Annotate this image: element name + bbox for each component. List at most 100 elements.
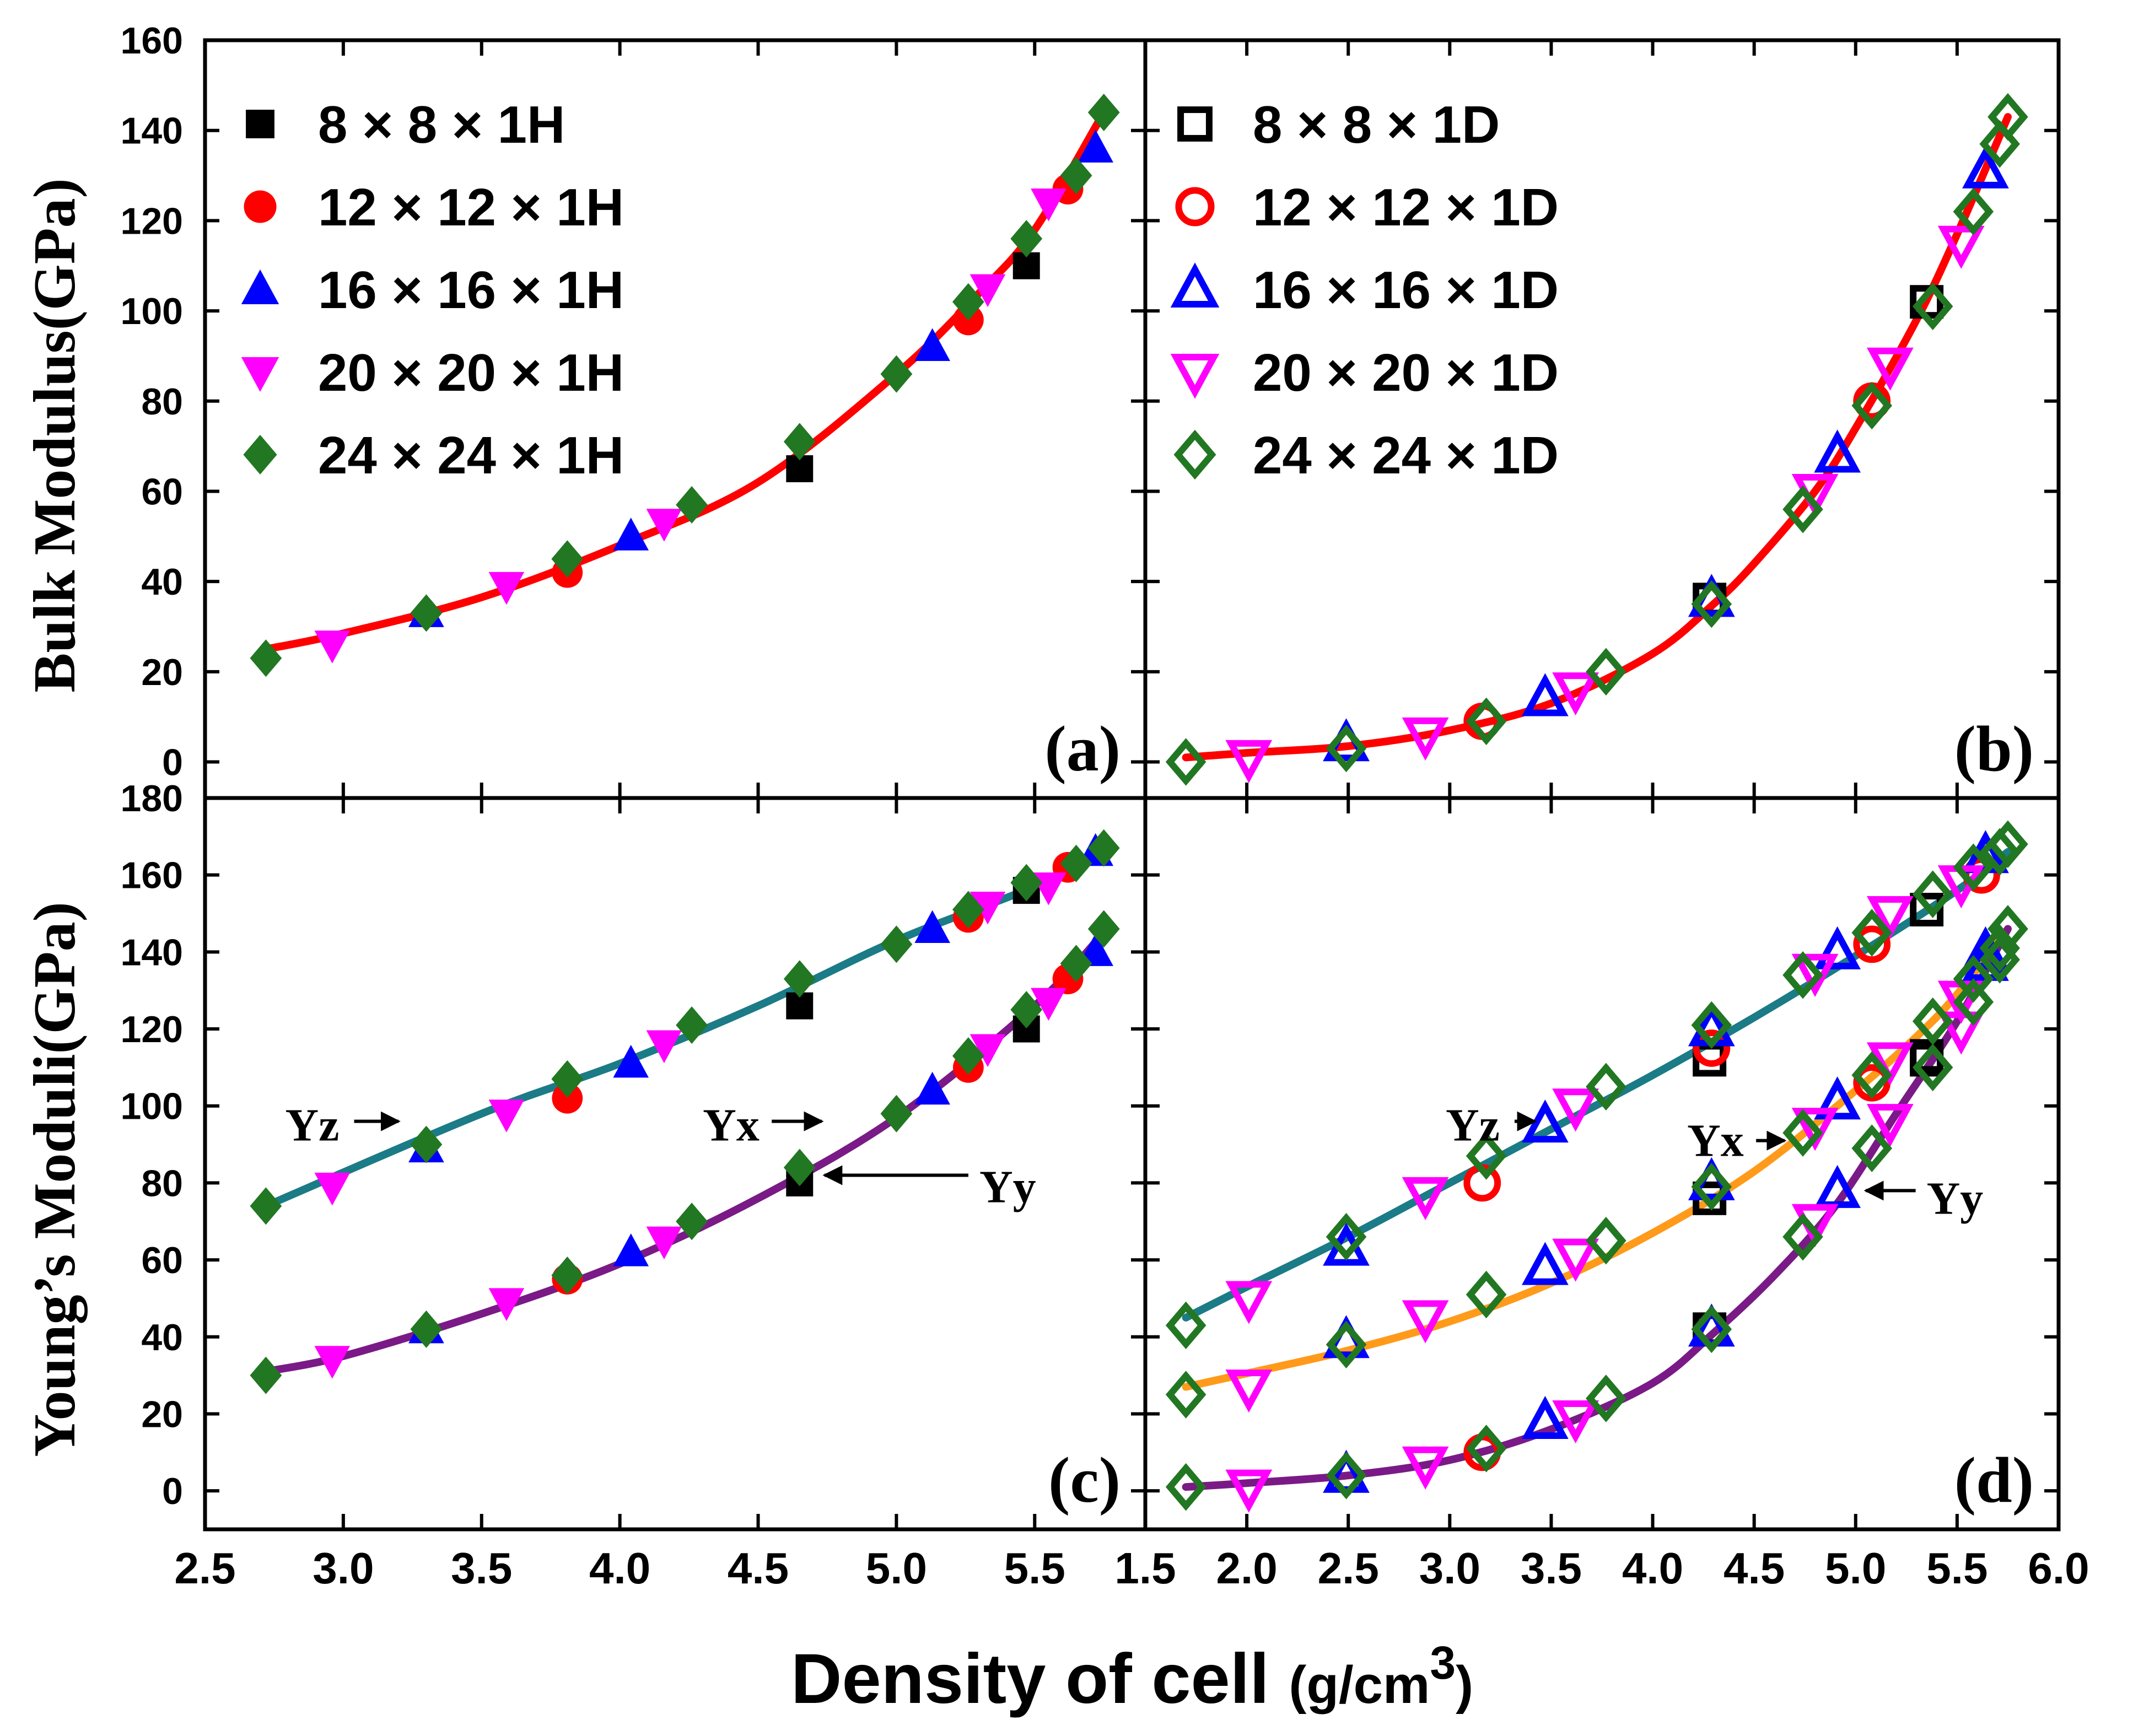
panel-d-point-diamond — [1586, 1216, 1626, 1265]
panel-d-point-diamond — [1326, 1212, 1367, 1261]
panel-c-xtick-label: 4.0 — [589, 1544, 650, 1593]
panel-d-point-diamond — [1691, 1163, 1732, 1211]
legend-label: 8 × 8 × 1D — [1253, 95, 1500, 154]
y-axis-title-top: Bulk Modulus(GPa) — [22, 178, 88, 692]
panel-b-point-triangle-down — [1866, 347, 1914, 391]
panel-a-ytick-label: 0 — [162, 742, 183, 784]
panel-a-point-triangle-down — [1031, 188, 1066, 222]
panel-d-xtick-label: 2.5 — [1318, 1544, 1379, 1593]
panel-d-point-diamond — [1165, 1301, 1206, 1350]
panel-c-point-diamond — [551, 1257, 584, 1295]
panel-d-point-triangle-down — [1866, 1042, 1914, 1086]
panel-c-point-diamond — [952, 1037, 984, 1075]
panel-d-point-triangle-down — [1402, 1177, 1449, 1220]
panel-d-annotation-yx: Yx — [1687, 1115, 1744, 1167]
legend-marker-triangle-down — [1170, 354, 1220, 399]
panel-d-point-triangle-down — [1791, 1108, 1839, 1151]
panel-d-point-diamond — [1165, 1463, 1206, 1511]
panel-d-xtick-label: 3.5 — [1521, 1544, 1582, 1593]
panel-c-ytick-label: 0 — [162, 1470, 183, 1512]
panel-d-xtick-label: 3.0 — [1419, 1544, 1480, 1593]
panel-c-ytick-label: 120 — [121, 1009, 183, 1050]
panel-c-point-diamond — [783, 1149, 816, 1187]
panel-b-point-triangle-up — [1962, 145, 2009, 188]
panel-c-point-diamond — [880, 1095, 913, 1133]
legend-marker-circle — [1175, 187, 1215, 227]
panel-d-point-diamond — [1326, 1320, 1367, 1369]
x-axis-unit: (g/cm — [1289, 1656, 1430, 1715]
panel-a-label: (a) — [1044, 713, 1121, 785]
panel-b: 8 × 8 × 1D 12 × 12 × 1D 16 × 16 × 1D 20 × 2… — [1143, 38, 2061, 800]
panel-a: 0 20 40 60 80 100 120 140 160 8 × 8 × 1H 12 × 12 ×… — [121, 20, 1148, 800]
panel-d-point-diamond — [1326, 1451, 1367, 1500]
panel-a-ytick-label: 60 — [141, 471, 183, 513]
panel-a-point-triangle-down — [488, 572, 525, 605]
x-axis-unit-sup: 3 — [1430, 1637, 1456, 1689]
panel-d-point-diamond — [1912, 1043, 1953, 1092]
panel-d-xtick-label: 6.0 — [2028, 1544, 2089, 1593]
panel-b-point-diamond — [1165, 738, 1206, 786]
panel-c-ytick-label: 40 — [141, 1317, 183, 1358]
panel-a-point-triangle-up — [1078, 130, 1113, 163]
panel-b-legend: 8 × 8 × 1D 12 × 12 × 1D 16 × 16 × 1D 20 × 2… — [1170, 95, 1559, 485]
panel-d-fit-yx — [1182, 925, 2012, 1391]
panel-d-point-triangle-down — [1937, 1011, 1985, 1055]
panel-a-point-diamond — [1087, 93, 1120, 131]
panel-c-annotation-yy: Yy — [979, 1161, 1036, 1212]
panel-d-xtick-label: 5.5 — [1926, 1544, 1987, 1593]
legend-marker-diamond — [1173, 429, 1216, 480]
panel-d-point-diamond — [1586, 1063, 1626, 1111]
panel-b-point-triangle-up — [1522, 673, 1569, 716]
panel-d-annotation-yz: Yz — [1446, 1100, 1500, 1151]
legend-label: 12 × 12 × 1H — [318, 178, 624, 237]
panel-c-point-diamond — [1087, 829, 1120, 867]
panel-c-point-diamond — [250, 1187, 282, 1225]
panel-c-point-triangle-up — [613, 1233, 649, 1266]
panel-a-point-diamond — [1010, 220, 1043, 258]
legend-label: 8 × 8 × 1H — [318, 95, 565, 154]
panel-a-point-diamond — [250, 639, 282, 677]
panel-d-point-triangle-down — [1552, 1088, 1599, 1132]
panel-d-point-diamond — [1912, 997, 1953, 1045]
legend-label: 16 × 16 × 1D — [1253, 261, 1559, 320]
x-axis-unit-close: ) — [1456, 1656, 1473, 1715]
legend-marker-triangle-up — [241, 269, 279, 304]
panel-d-point-triangle-down — [1791, 953, 1839, 997]
panel-b-point-triangle-down — [1402, 717, 1449, 761]
panel-c-point-triangle-up — [914, 1071, 950, 1105]
panel-d-point-triangle-down — [1225, 1281, 1273, 1324]
panel-c-point-diamond — [410, 1125, 443, 1163]
legend-marker-triangle-up — [1170, 262, 1220, 308]
legend-marker-triangle-down — [241, 357, 279, 392]
panel-c-annotation-yx: Yx — [703, 1100, 760, 1151]
panel-c-fit-yz — [262, 848, 1108, 1210]
legend-label: 20 × 20 × 1D — [1253, 343, 1559, 402]
panel-c-annotation-yz: Yz — [286, 1100, 340, 1151]
y-axis-title-bottom: Young’s Moduli(GPa) — [22, 902, 88, 1457]
panel-c-point-triangle-down — [314, 1172, 351, 1206]
legend-label: 12 × 12 × 1D — [1253, 178, 1559, 237]
panel-c-point-diamond — [1060, 844, 1092, 882]
panel-d-point-diamond — [1953, 843, 1994, 891]
panel-c-xtick-label: 2.5 — [174, 1544, 235, 1593]
panel-a-point-diamond — [676, 486, 708, 524]
panel-c-point-triangle-up — [914, 910, 950, 943]
panel-d-point-diamond — [1979, 936, 2020, 984]
panel-c-xtick-label: 3.5 — [451, 1544, 512, 1593]
panel-d-point-triangle-down — [1866, 1104, 1914, 1147]
panel-d-annotation-yy: Yy — [1927, 1173, 1984, 1224]
panel-b-point-diamond — [1466, 697, 1507, 746]
panel-a-point-diamond — [551, 540, 584, 578]
panel-a-point-triangle-down — [646, 509, 682, 542]
panel-b-label: (b) — [1954, 713, 2034, 785]
panel-d-point-diamond — [1851, 1051, 1893, 1099]
panel-d-point-diamond — [1691, 1001, 1732, 1049]
panel-d-point-diamond — [1851, 909, 1893, 957]
panel-d-xtick-label: 4.5 — [1723, 1544, 1785, 1593]
panel-d-point-triangle-down — [1552, 1238, 1599, 1282]
panel-b-point-diamond — [1586, 648, 1626, 696]
panel-c-xtick-label: 5.5 — [1004, 1544, 1065, 1593]
panel-d-xtick-label: 5.0 — [1825, 1544, 1886, 1593]
panel-c-fit-yx-yy — [262, 929, 1108, 1376]
